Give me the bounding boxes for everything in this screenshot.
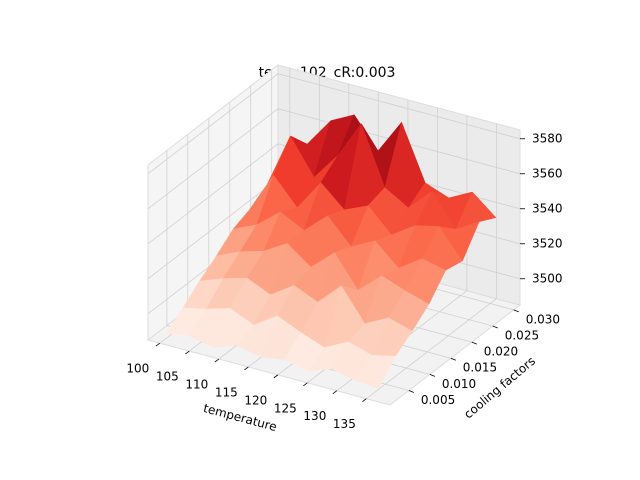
tick-mark [244,366,249,371]
y-tick-label: 0.025 [505,328,539,342]
grid-line [277,73,521,140]
grid-line [366,298,497,400]
x-tick-label: 100 [126,362,149,376]
tick-mark [303,382,308,387]
z-tick-label: 3580 [532,131,563,145]
x-tick-label: 125 [274,401,297,415]
grid-line [147,73,279,175]
tick-mark [362,398,367,402]
y-tick-label: 0.010 [442,377,476,391]
y-tick-label: 0.015 [463,361,497,375]
tick-mark [408,390,415,393]
x-tick-label: 120 [244,393,267,407]
x-tick-label: 105 [156,370,179,384]
x-tick-label: 110 [185,378,208,392]
y-tick-label: 0.030 [526,312,560,326]
tick-mark [185,350,190,355]
tick-mark [273,374,279,379]
x-tick-label: 115 [215,385,238,399]
tick-mark [513,309,519,313]
z-tick-label: 3560 [532,166,563,180]
tick-mark [155,342,161,347]
tick-mark [450,357,456,361]
z-tick-label: 3500 [532,271,563,285]
x-tick-label: 135 [333,417,356,431]
tick-mark [332,390,338,395]
z-tick-label: 3520 [532,236,563,250]
tick-mark [471,341,477,345]
grid-line [147,143,279,245]
ticks: 100 105 110 115 120 125 130 135 0.005 0.010 0.015 0… [126,131,562,431]
tick-mark [492,325,498,329]
surface-patch [354,354,396,389]
y-tick-label: 0.005 [421,393,455,407]
x-tick-label: 130 [303,409,326,423]
surface [165,114,497,389]
tick-mark [429,373,435,377]
z-tick-label: 3540 [532,201,563,215]
grid-line [147,178,279,280]
tick-mark [214,358,220,363]
y-tick-label: 0.020 [484,345,518,359]
grid-line [147,108,279,210]
